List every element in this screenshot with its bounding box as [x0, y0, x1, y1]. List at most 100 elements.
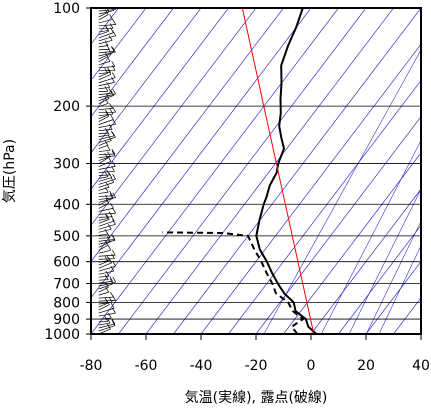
wind-barb — [98, 40, 113, 45]
wind-barb-flag — [111, 253, 115, 259]
wind-barb-flag — [112, 173, 116, 180]
wind-barb — [98, 35, 116, 42]
isotherm-line — [91, 8, 174, 118]
wind-barb — [98, 291, 109, 296]
wind-barb-flag — [112, 276, 117, 283]
isotherm-line — [91, 8, 339, 334]
wind-barb — [98, 212, 116, 215]
wind-barb-flag — [108, 135, 112, 141]
wind-barb — [98, 9, 116, 12]
x-axis-ticks: -80 -60 -40 -20 0 20 40 — [80, 334, 430, 374]
wind-barb-flag — [108, 224, 112, 230]
wind-barb-flag — [111, 148, 116, 155]
wind-barb — [98, 135, 115, 140]
wind-barb-flag — [106, 317, 111, 324]
wind-barb-flag — [106, 56, 111, 62]
wind-barb — [98, 49, 110, 51]
wind-barb — [98, 10, 114, 15]
wind-barb-flag — [112, 295, 116, 301]
y-tick-label: 400 — [53, 197, 80, 213]
wind-barb-flag — [106, 169, 110, 176]
wind-barb-flag — [105, 286, 110, 293]
isotherm-line — [91, 8, 229, 190]
wind-barb — [98, 82, 115, 87]
x-tick-label: -80 — [80, 358, 103, 374]
wind-barb-flag — [110, 177, 115, 183]
isotherm-line — [145, 8, 394, 334]
wind-barb — [98, 61, 111, 66]
wind-barb-flag — [105, 26, 110, 32]
wind-barb-flag — [105, 182, 110, 188]
wind-barb-flag — [106, 82, 110, 88]
wind-barb-flag — [105, 270, 110, 277]
wind-barb-flag — [109, 3, 112, 8]
wind-barb-flag — [104, 187, 109, 193]
wind-barb-flag — [104, 67, 109, 74]
wind-barb — [98, 182, 114, 188]
wind-barb-flag — [111, 77, 115, 83]
wind-barb-flag — [112, 132, 116, 138]
series-line-temperature — [255, 8, 318, 334]
wind-barb-flag — [111, 8, 115, 11]
wind-barb-flag — [106, 232, 111, 238]
wind-barb-flag — [105, 281, 109, 288]
wind-barb-flag — [104, 40, 109, 46]
wind-barb-flag — [112, 208, 116, 214]
isotherm-line — [365, 260, 421, 334]
wind-barb-flag — [109, 276, 113, 282]
wind-barb — [98, 51, 116, 57]
wind-barb — [98, 302, 109, 308]
wind-barb-flag — [111, 249, 116, 256]
wind-barb — [98, 199, 109, 206]
wind-barb-flag — [107, 236, 111, 243]
wind-barb — [98, 92, 112, 96]
wind-barb — [98, 136, 116, 143]
wind-barb-flag — [108, 211, 113, 218]
wind-barb-flag — [110, 203, 114, 209]
wind-barb-flag — [105, 194, 109, 201]
wind-barb — [98, 177, 112, 182]
wind-barb — [98, 132, 109, 134]
wind-barb — [98, 119, 114, 125]
wind-barb — [98, 279, 109, 281]
wind-barb-flag — [108, 48, 112, 54]
wind-barb-flag — [110, 265, 115, 272]
wind-barb — [98, 72, 108, 78]
isotherm-line — [420, 333, 421, 334]
isotherm-line — [255, 116, 421, 334]
y-tick-label: 200 — [53, 99, 80, 115]
wind-barb-flag — [107, 151, 111, 157]
mixing-ratio-line — [366, 220, 421, 334]
wind-barb-flag — [112, 119, 116, 125]
wind-barb — [98, 218, 109, 221]
mixing-ratio-line — [348, 188, 421, 334]
y-tick-label: 500 — [53, 229, 80, 245]
wind-barb-flag — [105, 109, 109, 116]
wind-barb-flag — [111, 166, 115, 172]
wind-barb-flag — [104, 86, 109, 92]
wind-barb-flag — [112, 47, 116, 53]
wind-barb — [98, 262, 112, 269]
wind-barb-flag — [109, 190, 113, 197]
wind-barb — [98, 216, 113, 218]
wind-barb — [98, 116, 109, 122]
wind-barb-flag — [105, 111, 110, 117]
wind-barb — [98, 14, 109, 21]
wind-barb — [98, 317, 112, 320]
wind-barb-flag — [104, 140, 109, 146]
wind-barb — [98, 321, 108, 323]
wind-barb-flag — [111, 72, 116, 78]
wind-barb — [98, 87, 110, 90]
wind-barb — [98, 220, 115, 227]
wind-barb-flag — [112, 219, 116, 225]
wind-barb — [98, 286, 109, 293]
wind-barb-flag — [110, 130, 115, 136]
wind-barb — [98, 186, 110, 191]
wind-barb-flag — [106, 255, 110, 261]
wind-barb — [98, 95, 114, 102]
x-tick-label: -60 — [135, 358, 158, 374]
wind-barb-flag — [104, 316, 109, 322]
wind-barb-flag — [112, 106, 117, 113]
wind-barb — [98, 74, 112, 81]
wind-barb — [98, 283, 114, 290]
